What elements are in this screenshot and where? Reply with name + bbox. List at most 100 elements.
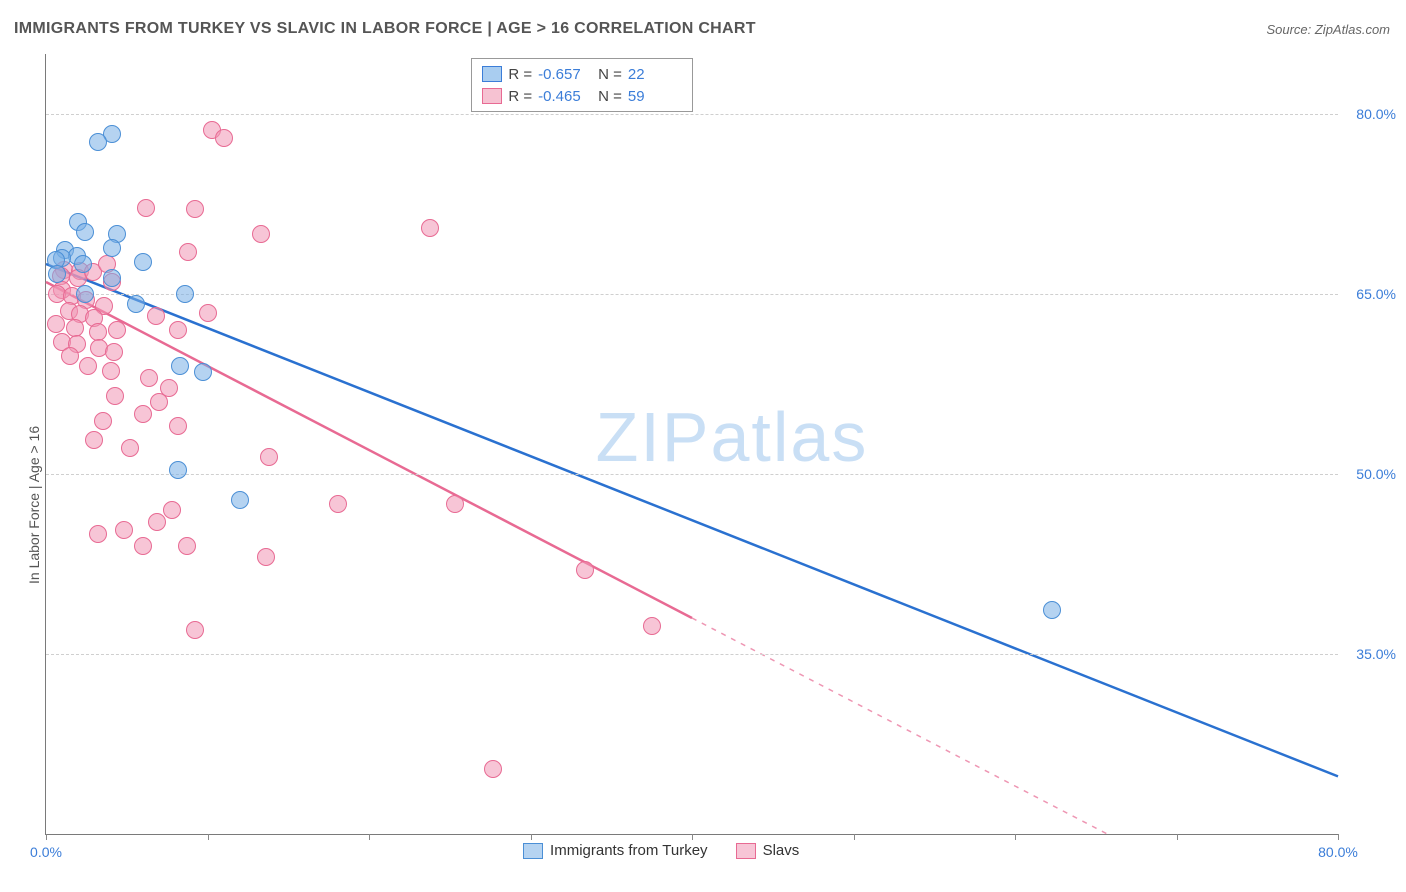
data-point-slavs — [121, 439, 139, 457]
n-label: N = — [598, 88, 622, 105]
data-point-turkey — [169, 461, 187, 479]
chart-title: IMMIGRANTS FROM TURKEY VS SLAVIC IN LABO… — [14, 20, 756, 38]
legend-swatch — [482, 66, 502, 82]
data-point-slavs — [102, 362, 120, 380]
n-value: 59 — [628, 88, 682, 105]
y-tick-label: 80.0% — [1356, 106, 1396, 122]
data-point-slavs — [89, 525, 107, 543]
data-point-slavs — [61, 347, 79, 365]
y-tick-label: 50.0% — [1356, 466, 1396, 482]
r-label: R = — [508, 88, 532, 105]
data-point-slavs — [252, 225, 270, 243]
data-point-slavs — [134, 405, 152, 423]
data-point-turkey — [176, 285, 194, 303]
trend-line-slavs — [46, 282, 692, 618]
data-point-slavs — [79, 357, 97, 375]
legend-label-turkey: Immigrants from Turkey — [550, 842, 708, 859]
data-point-turkey — [171, 357, 189, 375]
data-point-slavs — [47, 315, 65, 333]
x-tick-mark — [46, 834, 47, 840]
data-point-turkey — [89, 133, 107, 151]
data-point-slavs — [147, 307, 165, 325]
data-point-slavs — [186, 200, 204, 218]
data-point-slavs — [140, 369, 158, 387]
data-point-turkey — [103, 269, 121, 287]
legend-stats-row: R = -0.465 N = 59 — [482, 85, 682, 107]
x-tick-mark — [1177, 834, 1178, 840]
x-tick-mark — [692, 834, 693, 840]
data-point-turkey — [76, 285, 94, 303]
data-point-turkey — [74, 255, 92, 273]
x-tick-mark — [208, 834, 209, 840]
n-value: 22 — [628, 66, 682, 83]
data-point-slavs — [148, 513, 166, 531]
data-point-slavs — [215, 129, 233, 147]
x-tick-mark — [1338, 834, 1339, 840]
data-point-slavs — [115, 521, 133, 539]
data-point-slavs — [134, 537, 152, 555]
gridline — [46, 294, 1338, 295]
data-point-turkey — [127, 295, 145, 313]
y-tick-label: 65.0% — [1356, 286, 1396, 302]
data-point-slavs — [484, 760, 502, 778]
scatter-plot-area: 35.0%50.0%65.0%80.0%0.0%80.0% — [45, 54, 1338, 835]
data-point-slavs — [643, 617, 661, 635]
data-point-slavs — [85, 431, 103, 449]
x-tick-mark — [1015, 834, 1016, 840]
data-point-slavs — [105, 343, 123, 361]
source-credit: Source: ZipAtlas.com — [1266, 22, 1390, 37]
data-point-slavs — [329, 495, 347, 513]
r-label: R = — [508, 66, 532, 83]
r-value: -0.657 — [538, 66, 592, 83]
swatch-turkey — [523, 843, 543, 859]
legend-item-slavs: Slavs — [736, 842, 800, 859]
data-point-slavs — [137, 199, 155, 217]
data-point-turkey — [76, 223, 94, 241]
data-point-slavs — [260, 448, 278, 466]
n-label: N = — [598, 66, 622, 83]
swatch-slavs — [736, 843, 756, 859]
trend-line-slavs-extrapolated — [692, 618, 1107, 834]
data-point-turkey — [194, 363, 212, 381]
data-point-slavs — [169, 321, 187, 339]
data-point-turkey — [134, 253, 152, 271]
data-point-slavs — [179, 243, 197, 261]
x-tick-label: 0.0% — [30, 844, 62, 860]
data-point-turkey — [231, 491, 249, 509]
trend-line-turkey — [46, 264, 1338, 776]
data-point-turkey — [1043, 601, 1061, 619]
data-point-slavs — [421, 219, 439, 237]
x-tick-mark — [531, 834, 532, 840]
legend-swatch — [482, 88, 502, 104]
data-point-slavs — [178, 537, 196, 555]
gridline — [46, 474, 1338, 475]
data-point-slavs — [446, 495, 464, 513]
legend-stats-box: R = -0.657 N = 22 R = -0.465 N = 59 — [471, 58, 693, 112]
data-point-slavs — [576, 561, 594, 579]
legend-series: Immigrants from Turkey Slavs — [523, 842, 799, 859]
r-value: -0.465 — [538, 88, 592, 105]
y-axis-label: In Labor Force | Age > 16 — [26, 426, 42, 584]
data-point-slavs — [150, 393, 168, 411]
data-point-turkey — [48, 265, 66, 283]
data-point-slavs — [186, 621, 204, 639]
data-point-slavs — [163, 501, 181, 519]
legend-label-slavs: Slavs — [763, 842, 800, 859]
data-point-turkey — [103, 239, 121, 257]
data-point-slavs — [108, 321, 126, 339]
data-point-slavs — [66, 319, 84, 337]
data-point-slavs — [169, 417, 187, 435]
data-point-slavs — [106, 387, 124, 405]
data-point-slavs — [257, 548, 275, 566]
gridline — [46, 114, 1338, 115]
x-tick-mark — [854, 834, 855, 840]
y-tick-label: 35.0% — [1356, 646, 1396, 662]
gridline — [46, 654, 1338, 655]
trend-lines-svg — [46, 54, 1338, 834]
legend-item-turkey: Immigrants from Turkey — [523, 842, 708, 859]
x-tick-mark — [369, 834, 370, 840]
x-tick-label: 80.0% — [1318, 844, 1358, 860]
data-point-slavs — [199, 304, 217, 322]
data-point-slavs — [94, 412, 112, 430]
legend-stats-row: R = -0.657 N = 22 — [482, 63, 682, 85]
